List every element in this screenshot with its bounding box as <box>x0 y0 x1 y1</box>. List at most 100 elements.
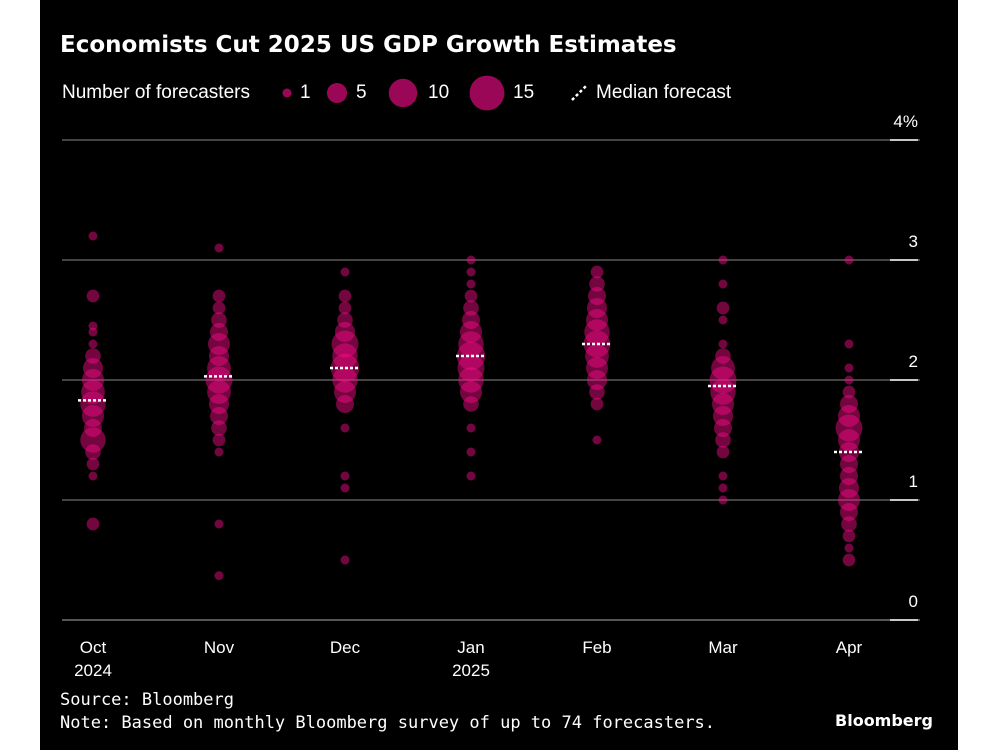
forecast-bubble <box>841 516 857 532</box>
forecast-bubble <box>88 471 98 481</box>
forecast-bubble <box>459 380 483 404</box>
forecast-bubble <box>340 555 350 565</box>
forecast-bubble <box>340 483 350 493</box>
forecast-bubble <box>837 488 861 512</box>
forecast-bubble <box>464 289 478 303</box>
forecast-bubble <box>207 380 231 404</box>
forecast-bubble <box>589 384 605 400</box>
forecast-bubble <box>214 243 224 253</box>
forecast-bubble <box>212 301 226 315</box>
forecast-bubble <box>715 348 731 364</box>
forecast-bubble <box>207 356 231 380</box>
forecast-bubble <box>718 339 728 349</box>
forecast-bubble <box>844 339 854 349</box>
forecast-bubble <box>208 393 230 415</box>
forecast-bubble <box>466 267 476 277</box>
forecast-bubble <box>212 433 226 447</box>
legend-bubble-15 <box>469 75 505 111</box>
forecast-bubble <box>331 330 359 358</box>
forecast-bubble <box>844 543 854 553</box>
x-tick-label-apr: Apr <box>836 638 863 657</box>
forecast-bubble <box>844 255 854 265</box>
y-tick-label-0: 0 <box>909 592 918 611</box>
forecast-bubble <box>457 354 485 382</box>
forecast-bubble <box>214 447 224 457</box>
y-tick-label-4: 4% <box>893 112 918 131</box>
forecast-bubble <box>459 320 483 344</box>
legend-size-value-10: 10 <box>428 82 449 103</box>
legend-bubble-10 <box>388 78 418 108</box>
gdp-forecast-chart: Economists Cut 2025 US GDP Growth Estima… <box>60 32 933 733</box>
y-tick-label-3: 3 <box>909 232 918 251</box>
forecast-bubble <box>585 356 609 380</box>
legend-bubble-5 <box>326 82 348 104</box>
median-marks <box>78 342 864 454</box>
forecast-bubble <box>81 368 105 392</box>
forecast-bubble <box>842 385 856 399</box>
x-tick-label-oct: Oct <box>80 638 107 657</box>
forecast-bubble <box>718 471 728 481</box>
forecast-bubble <box>336 395 354 413</box>
forecast-bubble <box>842 553 856 567</box>
forecast-bubble <box>466 423 476 433</box>
legend-size-value-5: 5 <box>356 82 367 103</box>
forecast-bubble <box>590 397 604 411</box>
forecast-bubble <box>211 420 227 436</box>
legend-median-symbol <box>571 85 587 101</box>
forecast-bubble <box>88 321 98 331</box>
forecast-bubble <box>82 357 104 379</box>
forecast-bubble <box>844 363 854 373</box>
forecast-bubble <box>333 380 357 404</box>
legend-sizes: 1 5 10 15 <box>282 75 534 111</box>
forecast-bubble <box>463 300 479 316</box>
forecast-bubble <box>466 279 476 289</box>
forecast-bubble <box>338 289 352 303</box>
x-tick-sublabel-2024: 2024 <box>74 661 112 680</box>
forecast-bubble <box>844 375 854 385</box>
forecast-bubble <box>586 369 608 391</box>
forecast-bubble <box>466 471 476 481</box>
chart-panel: Economists Cut 2025 US GDP Growth Estima… <box>40 0 958 750</box>
forecast-bubble <box>212 289 226 303</box>
forecast-bubble <box>466 255 476 265</box>
x-tick-label-mar: Mar <box>708 638 738 657</box>
forecast-bubble <box>458 331 484 357</box>
forecast-bubble <box>716 445 730 459</box>
x-tick-label-dec: Dec <box>330 638 361 657</box>
forecast-bubble <box>718 495 728 505</box>
forecast-bubble <box>207 332 231 356</box>
forecast-bubble <box>714 419 732 437</box>
forecast-bubble <box>340 471 350 481</box>
legend-bubble-1 <box>282 88 292 98</box>
forecast-bubble <box>592 435 602 445</box>
forecast-bubble <box>718 315 728 325</box>
forecast-bubble <box>718 483 728 493</box>
forecast-bubble <box>210 407 228 425</box>
forecast-bubble <box>842 529 856 543</box>
legend-size-value-15: 15 <box>513 82 534 103</box>
forecast-bubble <box>840 503 858 521</box>
forecast-bubble <box>585 308 609 332</box>
forecast-bubble <box>88 339 98 349</box>
forecast-bubble <box>80 427 106 453</box>
forecast-bubble <box>84 419 102 437</box>
forecast-bubble <box>214 519 224 529</box>
forecast-bubble <box>210 323 228 341</box>
legend-size-label: Number of forecasters <box>62 82 250 103</box>
forecast-bubble <box>838 477 860 499</box>
forecast-bubble <box>205 366 233 394</box>
forecast-bubble <box>462 311 480 329</box>
legend-median-label: Median forecast <box>596 82 732 103</box>
bloomberg-logo: Bloomberg <box>835 711 933 730</box>
forecast-bubble <box>590 265 604 279</box>
forecast-bubble <box>86 457 100 471</box>
forecast-bubble <box>88 327 98 337</box>
forecast-bubble <box>85 444 101 460</box>
forecast-bubble <box>211 312 227 328</box>
forecast-bubble <box>85 348 101 364</box>
x-axis-ticks: Oct 2024 Nov Dec Jan 2025 Feb Mar Apr <box>74 638 862 680</box>
legend: Number of forecasters 1 5 10 15 Median fore… <box>62 75 732 111</box>
forecast-bubble <box>340 423 350 433</box>
forecast-bubble <box>81 404 105 428</box>
